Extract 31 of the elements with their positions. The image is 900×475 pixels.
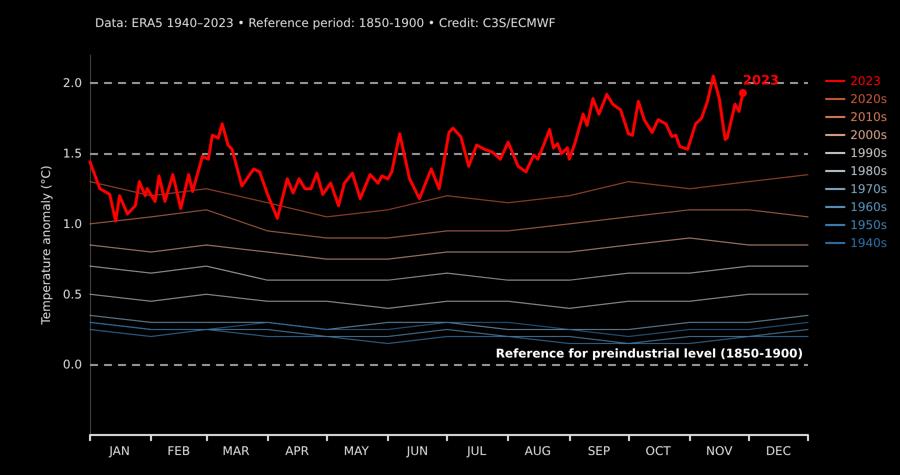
y-tick-label: 0.5: [62, 287, 82, 302]
legend-label: 1970s: [850, 182, 888, 196]
legend-label: 1990s: [850, 146, 888, 160]
x-tick-label: JUL: [466, 444, 486, 458]
legend-label: 1950s: [850, 218, 888, 232]
y-axis-title: Temperature anomaly (°C): [39, 165, 53, 326]
x-tick-label: MAR: [222, 444, 250, 458]
text: 2023: [742, 74, 780, 88]
legend-label: 1960s: [850, 200, 888, 214]
legend-label: 1980s: [850, 164, 888, 178]
y-tick-label: 1.5: [62, 146, 82, 161]
x-tick-label: OCT: [646, 444, 672, 458]
y-tick-label: 2.0: [62, 76, 82, 90]
x-tick-label: JAN: [108, 444, 130, 458]
x-tick-label: JUN: [406, 444, 428, 458]
y-tick-label: 1.0: [62, 216, 82, 231]
legend-label: 1940s: [850, 236, 888, 250]
x-tick-label: NOV: [706, 444, 734, 458]
y-tick-label: 0.0: [62, 358, 82, 372]
x-tick-label: SEP: [588, 444, 610, 458]
x-tick-label: DEC: [766, 444, 792, 458]
legend-label: 2023: [850, 74, 881, 88]
x-tick-label: FEB: [167, 444, 190, 458]
x-tick-label: MAY: [344, 444, 370, 458]
legend-label: 2000s: [850, 128, 888, 142]
legend-label: 2010s: [850, 110, 888, 124]
x-tick-label: AUG: [524, 444, 551, 458]
legend-label: 2020s: [850, 92, 888, 106]
x-tick-label: APR: [285, 444, 310, 458]
chart-subtitle: Data: ERA5 1940–2023 • Reference period: 1850-1900 • Credit: C3S/ECMWF: [95, 16, 556, 30]
ref-line-label: Reference for preindustrial level (1850-1900): [496, 346, 803, 361]
